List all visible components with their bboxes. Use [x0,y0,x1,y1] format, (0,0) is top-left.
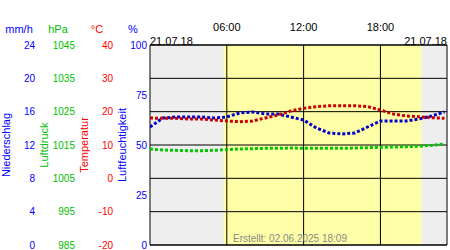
svg-text:0: 0 [107,173,113,184]
svg-text:50: 50 [136,140,148,151]
html-text:Erstellt: 02.06.2025 18:09: Erstellt: 02.06.2025 18:09 [233,233,347,244]
svg-text:12:00: 12:00 [290,21,318,33]
svg-text:985: 985 [58,240,75,250]
svg-text:40: 40 [102,40,114,51]
svg-text:1045: 1045 [53,40,76,51]
svg-text:1015: 1015 [53,140,76,151]
svg-text:Temperatur: Temperatur [78,117,90,173]
svg-text:4: 4 [29,206,35,217]
svg-text:100: 100 [130,40,147,51]
svg-text:75: 75 [136,90,148,101]
svg-text:%: % [128,23,138,35]
svg-text:-10: -10 [99,206,114,217]
svg-text:30: 30 [102,73,114,84]
svg-text:18:00: 18:00 [367,21,395,33]
svg-text:0: 0 [29,240,35,250]
html-text:21.07.18: 21.07.18 [404,35,447,47]
svg-text:10: 10 [102,140,114,151]
svg-text:Niederschlag: Niederschlag [8,113,12,177]
svg-text:mm/h: mm/h [8,23,33,35]
svg-text:Luftfeuchtigkeit: Luftfeuchtigkeit [116,108,128,182]
svg-text:1035: 1035 [53,73,76,84]
svg-text:°C: °C [91,23,103,35]
svg-text:20: 20 [102,106,114,117]
svg-text:12: 12 [24,140,36,151]
svg-text:hPa: hPa [48,23,68,35]
svg-text:24: 24 [24,40,36,51]
svg-text:1025: 1025 [53,106,76,117]
html-text:21.07.18: 21.07.18 [150,35,193,47]
svg-text:-20: -20 [99,240,114,250]
svg-text:25: 25 [136,190,148,201]
svg-text:20: 20 [24,73,36,84]
svg-text:0: 0 [141,240,147,250]
svg-text:06:00: 06:00 [213,21,241,33]
svg-text:1005: 1005 [53,173,76,184]
svg-text:995: 995 [58,206,75,217]
svg-text:Luftdruck: Luftdruck [38,122,50,168]
svg-text:16: 16 [24,106,36,117]
svg-text:8: 8 [29,173,35,184]
